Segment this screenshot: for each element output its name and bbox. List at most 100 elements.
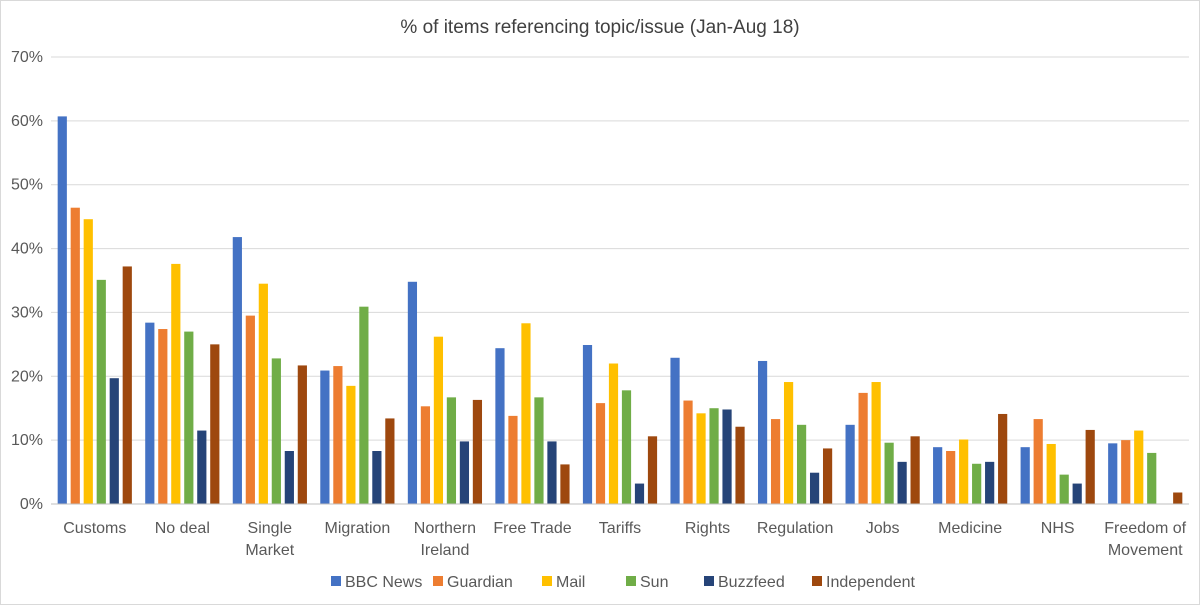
y-tick-label: 60% — [11, 113, 43, 130]
bar — [210, 344, 220, 504]
chart-title: % of items referencing topic/issue (Jan-… — [400, 17, 799, 38]
bar — [57, 116, 67, 504]
legend: BBC News Guardian Mail Sun Buzzfeed Independe… — [331, 574, 916, 591]
bar — [884, 442, 894, 504]
bar — [1173, 492, 1183, 504]
bar — [70, 207, 80, 504]
bar — [385, 418, 395, 504]
bar — [822, 448, 833, 504]
bar — [972, 463, 982, 504]
bar — [433, 336, 444, 504]
bar — [985, 461, 995, 504]
bar — [1108, 443, 1118, 504]
bar — [297, 365, 307, 504]
y-tick-label: 0% — [20, 496, 43, 513]
x-category-label: NHS — [1041, 520, 1075, 537]
bar — [1059, 474, 1069, 504]
bar — [696, 413, 706, 504]
bar — [770, 419, 781, 504]
bar — [184, 331, 194, 504]
bar — [83, 219, 93, 504]
bar — [459, 441, 470, 504]
bar — [608, 363, 619, 504]
x-category-label: Movement — [1108, 542, 1183, 559]
y-tick-label: 70% — [11, 49, 43, 66]
y-tick-label: 50% — [11, 177, 43, 194]
bar — [560, 464, 570, 504]
x-category-label: Northern — [414, 520, 476, 537]
bar — [472, 399, 483, 504]
bar — [959, 439, 969, 504]
bar — [897, 461, 907, 504]
bar — [359, 306, 369, 504]
x-category-label: Tariffs — [599, 520, 641, 537]
bar — [96, 279, 106, 504]
bar — [407, 281, 418, 504]
bar — [258, 283, 268, 504]
bar — [910, 436, 920, 504]
legend-label: Independent — [826, 574, 916, 591]
bar — [735, 426, 745, 504]
bar — [1121, 440, 1131, 504]
x-category-label: Medicine — [938, 520, 1002, 537]
bar — [809, 472, 820, 504]
x-category-label: Migration — [324, 520, 390, 537]
legend-label: Sun — [640, 574, 668, 591]
bar — [1046, 443, 1056, 504]
bar — [871, 382, 881, 504]
bar — [547, 441, 557, 504]
bar — [845, 424, 855, 504]
legend-swatch — [331, 576, 341, 586]
bar — [508, 415, 518, 504]
bar — [1134, 430, 1144, 504]
y-tick-label: 10% — [11, 432, 43, 449]
bar — [1072, 483, 1082, 504]
bar — [998, 413, 1008, 504]
bar — [722, 409, 732, 504]
x-category-label: Free Trade — [493, 520, 571, 537]
bar — [446, 397, 457, 504]
bar — [109, 378, 119, 504]
legend-label: BBC News — [345, 574, 422, 591]
x-category-label: Single — [248, 520, 293, 537]
bar — [346, 385, 356, 504]
bar — [333, 366, 343, 504]
bar — [858, 392, 868, 504]
bar — [582, 345, 593, 504]
bar — [420, 406, 431, 504]
bar — [1020, 447, 1030, 504]
y-tick-label: 20% — [11, 368, 43, 385]
legend-swatch — [626, 576, 636, 586]
bars — [57, 116, 1183, 504]
bar — [232, 237, 242, 504]
x-axis-category-labels: Customs No deal Single Market Migration North… — [63, 520, 1186, 559]
x-category-label: Customs — [63, 520, 126, 537]
bar — [145, 322, 155, 504]
bar — [757, 360, 768, 504]
bar — [320, 370, 330, 504]
legend-swatch — [433, 576, 443, 586]
bar — [796, 424, 807, 504]
legend-swatch — [542, 576, 552, 586]
x-category-label: Regulation — [757, 520, 834, 537]
bar — [709, 408, 719, 504]
legend-label: Mail — [556, 574, 585, 591]
bar — [1147, 452, 1157, 504]
bar — [271, 358, 281, 504]
bar — [1033, 419, 1043, 504]
bar — [595, 403, 606, 504]
bar — [284, 451, 294, 504]
bar — [634, 483, 645, 504]
bar — [158, 329, 168, 504]
x-category-label: Rights — [685, 520, 730, 537]
legend-label: Buzzfeed — [718, 574, 785, 591]
bar — [783, 382, 794, 504]
y-tick-label: 40% — [11, 241, 43, 258]
bar — [647, 436, 658, 504]
bar — [1085, 429, 1095, 504]
bar — [670, 357, 680, 504]
bar — [621, 390, 632, 504]
bar — [372, 451, 382, 504]
